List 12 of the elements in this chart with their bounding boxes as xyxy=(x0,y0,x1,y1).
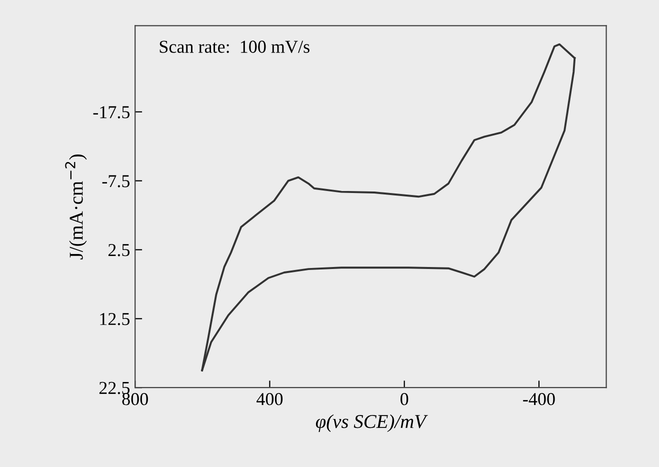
x-tick-label: 400 xyxy=(256,392,283,406)
x-tick-label: 0 xyxy=(400,392,408,406)
y-tick-label: -17.5 xyxy=(93,106,130,118)
y-axis-title: J/(mA·cm$^{−2}$) xyxy=(65,154,87,260)
annotation: Scan rate: 100 mV/s xyxy=(160,40,310,53)
x-tick-label: 800 xyxy=(122,392,148,406)
y-tick-label: 22.5 xyxy=(99,382,130,394)
x-axis-title: φ(vs SCE)/mV xyxy=(316,414,428,432)
y-tick-label: 2.5 xyxy=(108,244,130,256)
x-tick-label: -400 xyxy=(523,392,555,406)
y-tick-label: 12.5 xyxy=(100,312,130,326)
y-tick-label: -7.5 xyxy=(102,175,130,188)
